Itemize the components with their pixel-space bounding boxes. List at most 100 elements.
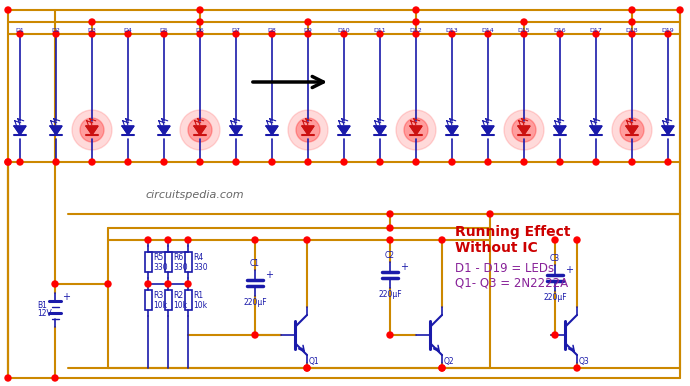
Text: B1: B1	[37, 301, 47, 310]
Text: Running Effect: Running Effect	[455, 225, 571, 239]
Circle shape	[485, 159, 491, 165]
Circle shape	[197, 19, 203, 25]
Circle shape	[574, 365, 580, 371]
Circle shape	[165, 281, 171, 287]
Text: D3: D3	[88, 28, 97, 33]
Bar	[144, 252, 152, 272]
Circle shape	[413, 7, 419, 13]
Circle shape	[288, 110, 328, 150]
Circle shape	[145, 281, 151, 287]
Circle shape	[105, 281, 111, 287]
Circle shape	[233, 31, 239, 37]
Circle shape	[593, 31, 599, 37]
Text: D7: D7	[232, 28, 240, 33]
Circle shape	[161, 159, 167, 165]
Polygon shape	[302, 126, 314, 135]
Polygon shape	[446, 126, 458, 135]
Circle shape	[17, 159, 23, 165]
Text: circuitspedia.com: circuitspedia.com	[146, 190, 244, 200]
Polygon shape	[518, 126, 530, 135]
Circle shape	[612, 110, 652, 150]
Circle shape	[387, 211, 393, 217]
Circle shape	[629, 31, 635, 37]
Text: Q2: Q2	[444, 357, 455, 366]
Circle shape	[620, 118, 644, 142]
Circle shape	[305, 159, 311, 165]
Text: +: +	[400, 262, 408, 272]
Text: C1: C1	[250, 259, 260, 268]
Circle shape	[341, 31, 347, 37]
Text: D15: D15	[518, 28, 531, 33]
Circle shape	[521, 31, 527, 37]
Text: D18: D18	[626, 28, 638, 33]
Circle shape	[80, 118, 104, 142]
Polygon shape	[338, 126, 350, 135]
Circle shape	[487, 211, 493, 217]
Text: D2: D2	[52, 28, 61, 33]
Text: 220μF: 220μF	[243, 298, 267, 307]
Circle shape	[252, 237, 258, 243]
Text: 330: 330	[153, 262, 168, 271]
Polygon shape	[86, 126, 98, 135]
Text: Q3: Q3	[579, 357, 590, 366]
Circle shape	[677, 7, 683, 13]
Text: Q1: Q1	[309, 357, 319, 366]
Bar	[164, 252, 172, 272]
Text: D1: D1	[16, 28, 24, 33]
Circle shape	[665, 31, 671, 37]
Circle shape	[521, 19, 527, 25]
Circle shape	[296, 118, 320, 142]
Circle shape	[521, 159, 527, 165]
Circle shape	[574, 237, 580, 243]
Text: Without IC: Without IC	[455, 241, 538, 255]
Text: +: +	[62, 292, 70, 302]
Circle shape	[387, 237, 393, 243]
Circle shape	[552, 237, 558, 243]
Text: C3: C3	[550, 254, 560, 263]
Polygon shape	[410, 126, 422, 135]
Circle shape	[304, 365, 310, 371]
Circle shape	[89, 31, 95, 37]
Text: 12V: 12V	[37, 310, 52, 318]
Circle shape	[5, 159, 11, 165]
Circle shape	[304, 237, 310, 243]
Polygon shape	[374, 126, 386, 135]
Circle shape	[439, 237, 445, 243]
Text: 10k: 10k	[153, 300, 168, 310]
Text: R4: R4	[193, 252, 204, 261]
Bar	[184, 290, 192, 310]
Circle shape	[439, 365, 445, 371]
Circle shape	[387, 225, 393, 231]
Bar	[164, 290, 172, 310]
Circle shape	[72, 110, 112, 150]
Circle shape	[185, 281, 191, 287]
Circle shape	[125, 31, 131, 37]
Text: D4: D4	[124, 28, 132, 33]
Circle shape	[512, 118, 536, 142]
Circle shape	[305, 19, 311, 25]
Bar	[184, 252, 192, 272]
Polygon shape	[122, 126, 134, 135]
Circle shape	[185, 237, 191, 243]
Circle shape	[305, 31, 311, 37]
Polygon shape	[590, 126, 602, 135]
Text: R6: R6	[173, 252, 184, 261]
Circle shape	[665, 159, 671, 165]
Circle shape	[377, 159, 383, 165]
Circle shape	[552, 332, 558, 338]
Text: 10k: 10k	[173, 300, 188, 310]
Text: 330: 330	[173, 262, 188, 271]
Circle shape	[593, 159, 599, 165]
Text: D11: D11	[374, 28, 386, 33]
Circle shape	[629, 159, 635, 165]
Circle shape	[89, 159, 95, 165]
Polygon shape	[554, 126, 566, 135]
Circle shape	[197, 159, 203, 165]
Text: 220μF: 220μF	[543, 293, 566, 302]
Circle shape	[629, 19, 635, 25]
Circle shape	[413, 31, 419, 37]
Circle shape	[233, 159, 239, 165]
Text: D19: D19	[662, 28, 674, 33]
Circle shape	[377, 31, 383, 37]
Circle shape	[197, 31, 203, 37]
